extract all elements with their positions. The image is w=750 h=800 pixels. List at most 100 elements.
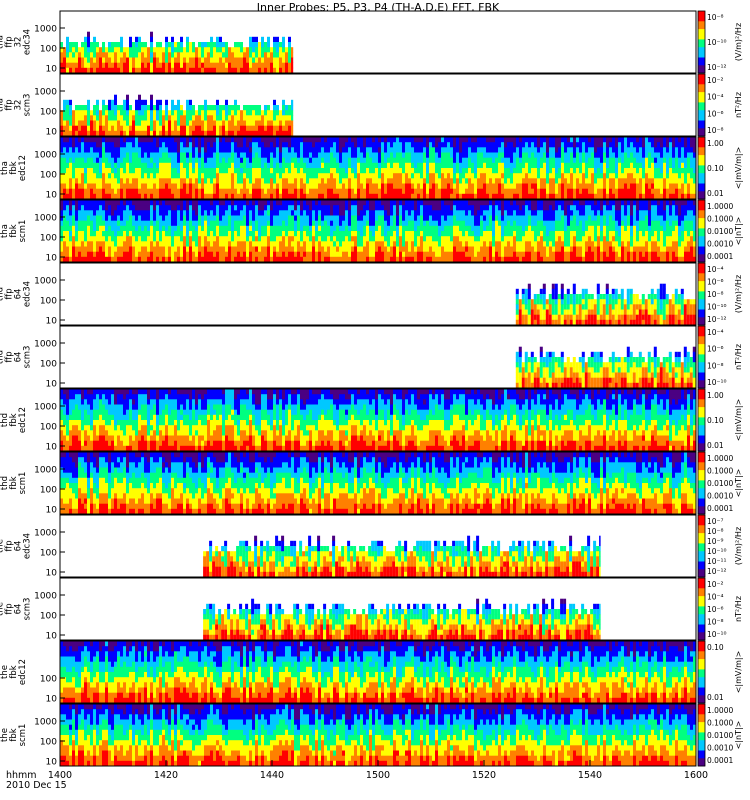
spectrogram-cell [165, 184, 168, 190]
spectrogram-cell [414, 158, 417, 164]
spectrogram-cell [417, 184, 420, 190]
spectrogram-cell [63, 126, 66, 132]
spectrogram-cell [609, 173, 612, 179]
spectrogram-cell [114, 158, 117, 164]
spectrogram-cell [174, 216, 177, 222]
spectrogram-cell [510, 158, 513, 164]
spectrogram-cell [486, 194, 489, 200]
spectrogram-cell [483, 158, 486, 164]
spectrogram-cell [234, 100, 237, 106]
spectrogram-cell [402, 184, 405, 190]
spectrogram-cell [648, 142, 651, 148]
colorbar-segment [698, 171, 705, 174]
spectrogram-cell [117, 121, 120, 127]
spectrogram-cell [63, 58, 66, 64]
spectrogram-cell [234, 126, 237, 132]
spectrogram-cell [225, 200, 228, 206]
spectrogram-cell [318, 205, 321, 211]
spectrogram-cell [579, 189, 582, 195]
spectrogram-cell [666, 163, 669, 169]
spectrogram-cell [522, 189, 525, 195]
spectrogram-cell [303, 236, 306, 242]
spectrogram-cell [249, 194, 252, 200]
spectrogram-cell [291, 137, 294, 143]
spectrogram-cell [135, 252, 138, 258]
spectrogram-cell [78, 147, 81, 153]
spectrogram-cell [300, 168, 303, 174]
spectrogram-cell [633, 137, 636, 143]
spectrogram-cell [123, 142, 126, 148]
spectrogram-cell [300, 241, 303, 247]
spectrogram-cell [276, 58, 279, 64]
spectrogram-cell [126, 131, 129, 137]
spectrogram-cell [141, 42, 144, 48]
spectrogram-cell [294, 257, 297, 263]
spectrogram-cell [666, 147, 669, 153]
spectrogram-cell [438, 184, 441, 190]
spectrogram-cell [567, 184, 570, 190]
spectrogram-cell [276, 236, 279, 242]
spectrogram-cell [372, 189, 375, 195]
spectrogram-cell [291, 252, 294, 258]
spectrogram-cell [72, 210, 75, 216]
spectrogram-cell [123, 178, 126, 184]
spectrogram-cell [279, 194, 282, 200]
spectrogram-cell [537, 153, 540, 159]
spectrogram-cell [264, 221, 267, 227]
spectrogram-cell [312, 184, 315, 190]
spectrogram-cell [207, 252, 210, 258]
spectrogram-cell [483, 142, 486, 148]
spectrogram-cell [132, 236, 135, 242]
spectrogram-cell [531, 189, 534, 195]
spectrogram-cell [390, 241, 393, 247]
spectrogram-cell [384, 247, 387, 253]
spectrogram-cell [111, 200, 114, 206]
spectrogram-cell [273, 252, 276, 258]
spectrogram-cell [654, 137, 657, 143]
spectrogram-cell [168, 247, 171, 253]
spectrogram-cell [126, 194, 129, 200]
spectrogram-cell [309, 184, 312, 190]
spectrogram-cell [105, 126, 108, 132]
spectrogram-cell [114, 131, 117, 137]
spectrogram-cell [126, 105, 129, 111]
spectrogram-cell [183, 163, 186, 169]
spectrogram-cell [339, 184, 342, 190]
spectrogram-cell [108, 200, 111, 206]
spectrogram-cell [147, 131, 150, 137]
spectrogram-cell [336, 142, 339, 148]
spectrogram-cell [636, 173, 639, 179]
spectrogram-cell [288, 163, 291, 169]
spectrogram-cell [492, 178, 495, 184]
spectrogram-cell [114, 142, 117, 148]
spectrogram-cell [237, 115, 240, 121]
spectrogram-cell [90, 142, 93, 148]
spectrogram-cell [96, 110, 99, 116]
spectrogram-cell [156, 221, 159, 227]
spectrogram-cell [237, 105, 240, 111]
spectrogram-cell [468, 168, 471, 174]
spectrogram-cell [615, 158, 618, 164]
spectrogram-cell [333, 247, 336, 253]
spectrogram-cell [156, 158, 159, 164]
spectrogram-cell [258, 42, 261, 48]
spectrogram-cell [453, 189, 456, 195]
spectrogram-cell [93, 137, 96, 143]
spectrogram-cell [357, 163, 360, 169]
spectrogram-cell [462, 173, 465, 179]
spectrogram-cell [483, 168, 486, 174]
spectrogram-cell [162, 47, 165, 53]
spectrogram-cell [285, 184, 288, 190]
spectrogram-cell [669, 163, 672, 169]
spectrogram-cell [408, 137, 411, 143]
spectrogram-cell [90, 115, 93, 121]
spectrogram-cell [234, 200, 237, 206]
spectrogram-cell [366, 163, 369, 169]
spectrogram-cell [108, 221, 111, 227]
spectrogram-cell [288, 252, 291, 258]
spectrogram-cell [384, 153, 387, 159]
spectrogram-cell [345, 173, 348, 179]
spectrogram-cell [105, 194, 108, 200]
spectrogram-cell [288, 147, 291, 153]
spectrogram-cell [603, 142, 606, 148]
